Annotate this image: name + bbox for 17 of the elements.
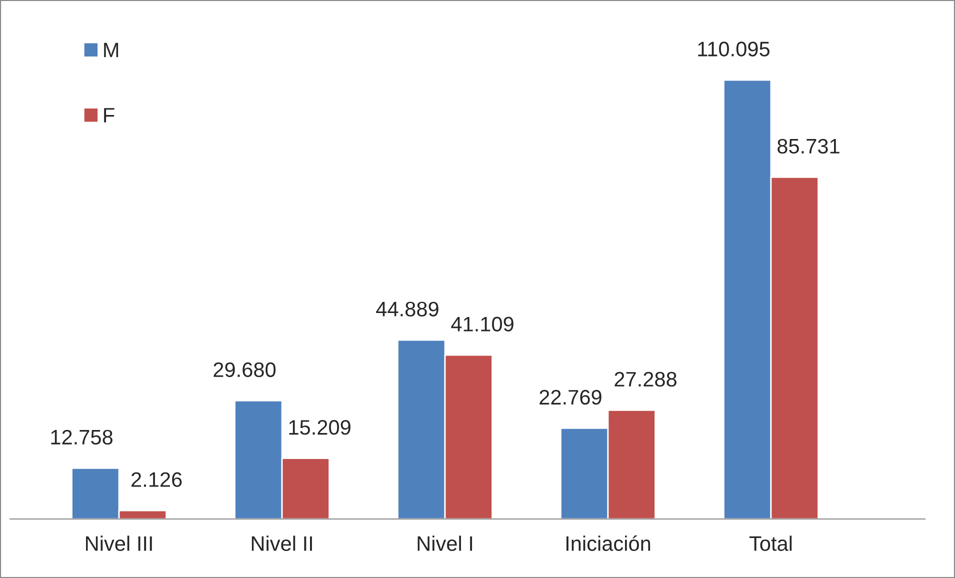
legend-label: F: [104, 108, 114, 122]
data-label: 22.769: [540, 390, 602, 405]
x-tick-label: Nivel I: [418, 536, 472, 551]
data-label: 2.126: [132, 472, 182, 487]
data-label: 12.758: [51, 430, 112, 445]
legend-label: M: [104, 42, 118, 58]
data-label: 110.095: [698, 42, 770, 56]
data-label: 41.109: [451, 316, 514, 332]
data-label: 15.209: [289, 420, 350, 435]
x-tick-label: Nivel II: [252, 536, 312, 551]
x-tick-label: Iniciación: [566, 535, 650, 551]
x-tick-label: Total: [749, 536, 792, 551]
data-label: 29.680: [214, 362, 276, 378]
data-label: 85.731: [778, 138, 840, 154]
x-tick-label: Nivel III: [86, 536, 152, 551]
data-label: 44.889: [376, 302, 438, 316]
data-label: 27.288: [614, 372, 676, 387]
